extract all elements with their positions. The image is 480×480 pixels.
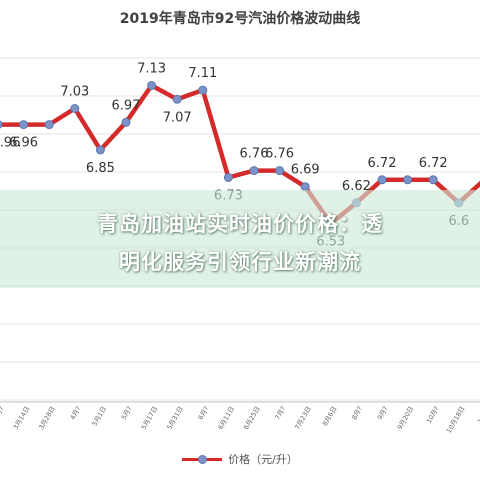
x-tick-label: 8月6日 <box>321 405 339 427</box>
headline-line-2: 明化服务引领行业新潮流 <box>119 250 361 274</box>
x-tick-label: 8月? <box>350 405 364 421</box>
x-tick-label: 5月? <box>120 405 134 421</box>
x-tick-label: 10月? <box>425 405 441 425</box>
data-label: 6.85 <box>86 161 115 176</box>
x-tick-label: 9月? <box>376 405 390 421</box>
data-point <box>223 173 233 182</box>
data-label: 6.72 <box>419 156 448 171</box>
data-label: 6.76 <box>240 147 269 162</box>
headline-line-1: 青岛加油站实时油价价格：透 <box>97 212 383 236</box>
x-tick-label: 7月23日 <box>293 405 313 431</box>
data-label: 7.11 <box>188 66 217 81</box>
x-tick-label: 3月14日 <box>12 405 32 431</box>
legend-swatch <box>182 454 223 464</box>
data-point <box>249 166 259 176</box>
headline-banner <box>0 190 480 288</box>
data-point <box>121 117 131 127</box>
data-label: 6.96 <box>0 136 20 151</box>
x-tick-label: 3月28日 <box>37 405 57 431</box>
legend: 价格（元/升） <box>0 451 480 467</box>
data-point <box>19 120 29 130</box>
x-tick-label: 6月? <box>197 405 211 421</box>
data-point <box>198 85 208 95</box>
data-point <box>428 175 438 185</box>
data-label: 6.76 <box>265 147 294 162</box>
data-point <box>172 94 182 104</box>
data-label: 6.97 <box>112 98 141 113</box>
x-tick-label: 5月1日 <box>91 405 109 427</box>
x-tick-label: 9月20日 <box>396 405 416 431</box>
x-tick-label: 7月? <box>273 405 287 421</box>
data-label: 6.96 <box>9 136 38 151</box>
data-point <box>377 175 387 185</box>
data-point <box>95 145 105 155</box>
x-tick-label: 6月11日 <box>216 405 236 431</box>
x-tick-label: 5月17日 <box>140 405 160 431</box>
x-tick-label: 5月31日 <box>165 405 185 431</box>
x-axis: 1月? 3月14日 3月28日 4月? 5月1日 5月? 5月17日 5月31日 6月? 6月11… <box>0 401 480 435</box>
data-point <box>0 120 3 129</box>
data-point <box>70 104 80 113</box>
legend-label: 价格（元/升） <box>228 453 298 466</box>
data-label: 6.72 <box>368 156 397 171</box>
data-point <box>403 175 413 185</box>
x-tick-label: 4月? <box>69 405 83 421</box>
data-point <box>147 81 157 90</box>
data-label: 6.69 <box>291 163 320 178</box>
chart-title: 2019年青岛市92号汽油价格波动曲线 <box>119 11 361 27</box>
data-label: 7.13 <box>137 62 166 77</box>
data-label: 7.03 <box>60 85 89 100</box>
x-tick-label: 6月25日 <box>242 405 262 431</box>
data-point <box>44 120 54 130</box>
data-point <box>275 166 285 176</box>
x-tick-label: 1月? <box>0 405 6 421</box>
x-tick-label: 10月18日 <box>445 405 467 435</box>
x-tick-label: 11月? <box>476 405 480 425</box>
data-label: 7.07 <box>163 110 192 125</box>
